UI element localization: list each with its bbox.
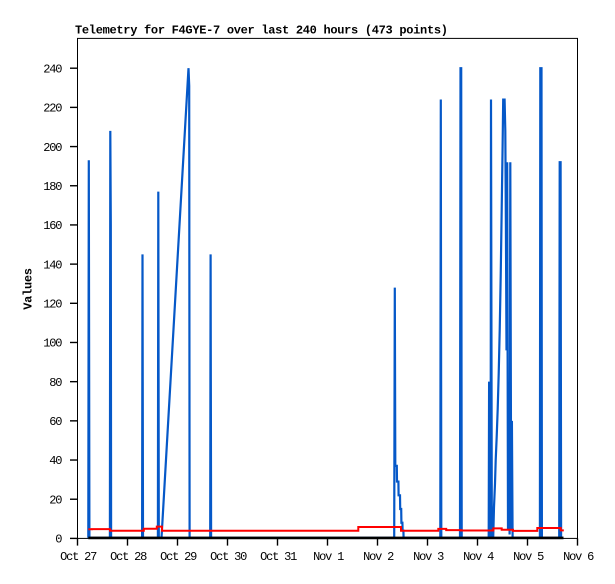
svg-text:Oct 30: Oct 30 — [210, 550, 247, 564]
svg-text:Oct 31: Oct 31 — [260, 550, 297, 564]
svg-text:180: 180 — [43, 180, 62, 194]
svg-text:120: 120 — [43, 298, 62, 312]
svg-text:40: 40 — [49, 454, 62, 468]
svg-text:Nov 1: Nov 1 — [313, 550, 344, 564]
svg-text:60: 60 — [49, 415, 62, 429]
svg-text:100: 100 — [43, 337, 62, 351]
svg-text:Nov 4: Nov 4 — [463, 550, 494, 564]
svg-text:Nov 3: Nov 3 — [413, 550, 444, 564]
svg-text:Oct 27: Oct 27 — [60, 550, 97, 564]
svg-text:Oct 29: Oct 29 — [160, 550, 197, 564]
svg-text:220: 220 — [43, 102, 62, 116]
svg-text:200: 200 — [43, 141, 62, 155]
svg-text:Nov 5: Nov 5 — [513, 550, 544, 564]
svg-text:Values: Values — [22, 268, 36, 310]
svg-text:140: 140 — [43, 258, 62, 272]
svg-text:80: 80 — [49, 376, 62, 390]
svg-text:20: 20 — [49, 493, 62, 507]
svg-text:240: 240 — [43, 62, 62, 76]
svg-text:Nov 6: Nov 6 — [563, 550, 594, 564]
svg-text:Telemetry for F4GYE-7 over las: Telemetry for F4GYE-7 over last 240 hour… — [75, 24, 448, 38]
svg-text:0: 0 — [55, 533, 62, 547]
svg-text:Oct 28: Oct 28 — [110, 550, 147, 564]
svg-text:Nov 2: Nov 2 — [363, 550, 394, 564]
svg-text:160: 160 — [43, 219, 62, 233]
